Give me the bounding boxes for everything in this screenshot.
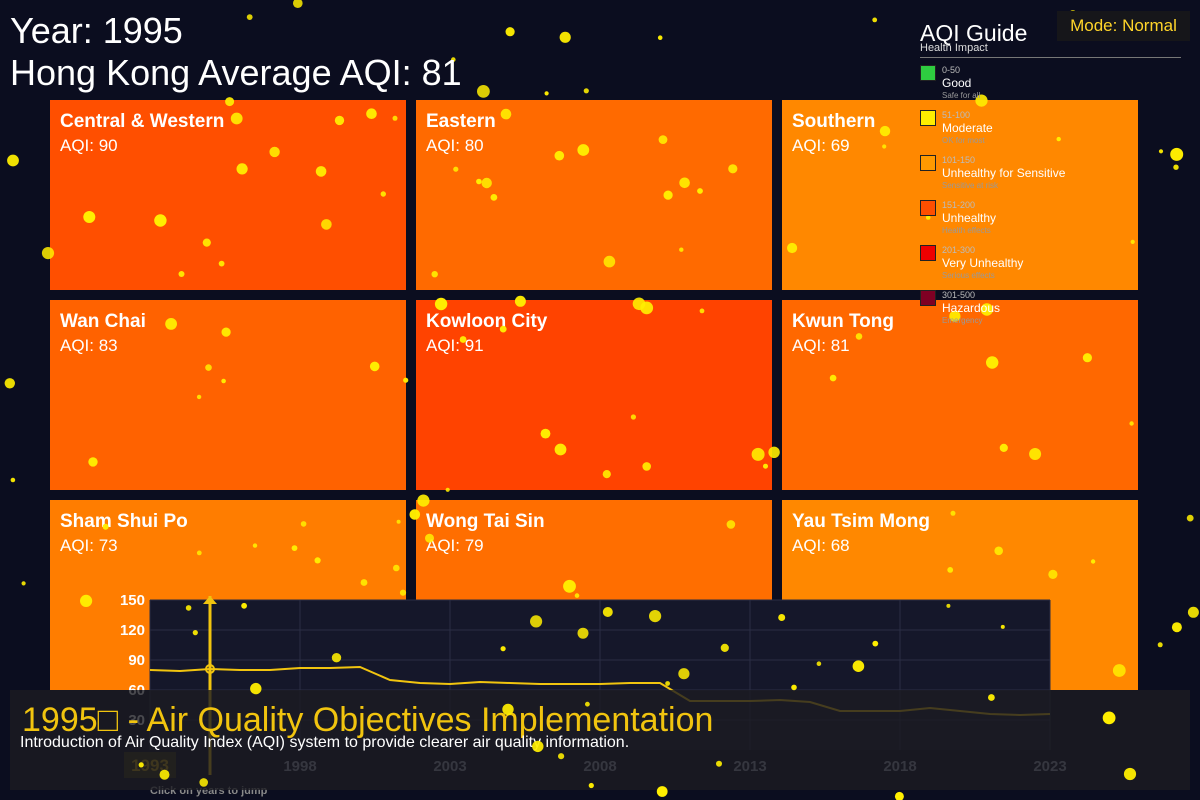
- pollution-particle: [293, 0, 303, 8]
- legend-range: 0-50: [942, 65, 961, 75]
- district-tile-wan-chai[interactable]: Wan Chai AQI: 83: [50, 300, 406, 490]
- legend-range: 101-150: [942, 155, 976, 165]
- district-tile-eastern[interactable]: Eastern AQI: 80: [416, 100, 772, 290]
- district-aqi: AQI: 79: [426, 536, 484, 555]
- pollution-particle: [477, 85, 490, 98]
- legend-desc: Serious effects: [942, 271, 995, 280]
- y-tick-label: 120: [120, 622, 145, 639]
- district-aqi: AQI: 90: [60, 136, 118, 155]
- pollution-particle: [505, 27, 515, 37]
- legend-swatch: [920, 155, 936, 171]
- pollution-particle: [544, 91, 549, 96]
- selected-year-point: [205, 664, 215, 674]
- legend-swatch: [920, 245, 936, 261]
- district-name: Central & Western: [60, 111, 225, 132]
- event-title: 1995□ - Air Quality Objectives Implement…: [22, 701, 714, 739]
- legend-desc: Health effects: [942, 226, 991, 235]
- district-aqi: AQI: 68: [792, 536, 850, 555]
- mode-toggle-button[interactable]: Mode: Normal: [1057, 11, 1190, 41]
- legend-label: Good: [942, 76, 972, 90]
- pollution-particle: [1186, 514, 1194, 522]
- legend-desc: Safe for all: [942, 91, 981, 100]
- legend-item-unhealthy-sensitive: 101-150 Unhealthy for Sensitive Sensitiv…: [920, 155, 1181, 200]
- pollution-particle: [872, 17, 878, 23]
- selected-year-marker-cap: [203, 596, 217, 604]
- district-name: Sham Shui Po: [60, 511, 188, 532]
- legend-range: 151-200: [942, 200, 976, 210]
- y-tick-label: 90: [128, 652, 145, 669]
- district-name: Eastern: [426, 111, 496, 132]
- district-tile-central-western[interactable]: Central & Western AQI: 90: [50, 100, 406, 290]
- legend-title: AQI Guide: [920, 20, 1028, 46]
- district-aqi: AQI: 73: [60, 536, 118, 555]
- pollution-particle: [246, 14, 253, 20]
- district-aqi: AQI: 69: [792, 136, 850, 155]
- legend-subtitle: Health Impact: [920, 42, 988, 54]
- pollution-particle: [559, 31, 571, 43]
- event-description: Introduction of Air Quality Index (AQI) …: [20, 734, 630, 751]
- district-aqi: AQI: 83: [60, 336, 118, 355]
- y-tick-label: 150: [120, 592, 145, 609]
- legend-swatch: [920, 110, 936, 126]
- legend-range: 301-500: [942, 290, 976, 300]
- legend-divider: [920, 57, 1181, 58]
- pollution-particle: [10, 477, 16, 483]
- district-aqi: AQI: 91: [426, 336, 484, 355]
- legend-label: Very Unhealthy: [942, 256, 1024, 270]
- district-aqi: AQI: 81: [792, 336, 850, 355]
- legend-item-moderate: 51-100 Moderate OK for most: [920, 110, 1181, 155]
- pollution-particle: [657, 35, 663, 40]
- district-tile-southern[interactable]: Southern AQI: 69: [782, 100, 1138, 290]
- district-tile-kwun-tong[interactable]: Kwun Tong AQI: 81: [782, 300, 1138, 490]
- current-year-title: Year: 1995: [10, 10, 183, 51]
- pollution-particle: [583, 88, 589, 94]
- legend-desc: Sensitive at risk: [942, 181, 999, 190]
- legend-label: Moderate: [942, 121, 993, 135]
- average-aqi-title: Hong Kong Average AQI: 81: [10, 52, 462, 93]
- pollution-particle: [4, 378, 15, 389]
- district-grid: Central & Western AQI: 90 Eastern AQI: 8…: [50, 100, 1138, 690]
- district-name: Yau Tsim Mong: [792, 511, 930, 532]
- legend-range: 201-300: [942, 245, 976, 255]
- legend-desc: Emergency: [942, 316, 983, 325]
- legend-item-very-unhealthy: 201-300 Very Unhealthy Serious effects: [920, 245, 1181, 290]
- legend-range: 51-100: [942, 110, 971, 120]
- legend-label: Unhealthy: [942, 211, 997, 225]
- legend-label: Hazardous: [942, 301, 1001, 315]
- legend-item-unhealthy: 151-200 Unhealthy Health effects: [920, 200, 1181, 245]
- legend-swatch: [920, 65, 936, 81]
- legend-label: Unhealthy for Sensitive: [942, 166, 1066, 180]
- district-aqi: AQI: 80: [426, 136, 484, 155]
- district-name: Wong Tai Sin: [426, 511, 545, 532]
- district-name: Wan Chai: [60, 311, 146, 332]
- district-name: Kowloon City: [426, 311, 548, 332]
- legend-swatch: [920, 290, 936, 306]
- district-name: Southern: [792, 111, 876, 132]
- pollution-particle: [21, 581, 26, 586]
- legend-item-hazardous: 301-500 Hazardous Emergency: [920, 290, 1181, 335]
- district-tile-kowloon-city[interactable]: Kowloon City AQI: 91: [416, 300, 772, 490]
- district-name: Kwun Tong: [792, 311, 895, 332]
- legend-item-good: 0-50 Good Safe for all: [920, 65, 1181, 110]
- pollution-particle: [7, 154, 19, 167]
- event-panel: 1995□ - Air Quality Objectives Implement…: [10, 690, 1190, 790]
- aqi-legend: AQI Guide Health Impact 0-50 Good Safe f…: [920, 20, 1181, 335]
- legend-swatch: [920, 200, 936, 216]
- legend-desc: OK for most: [942, 136, 985, 145]
